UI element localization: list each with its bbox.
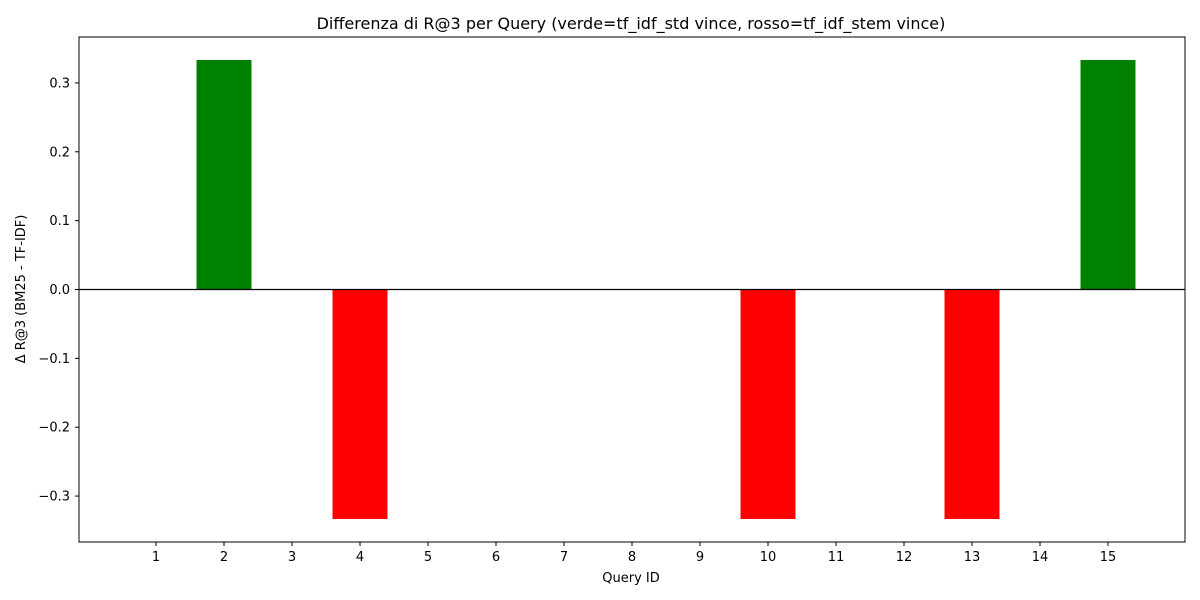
y-axis-title: Δ R@3 (BM25 - TF-IDF) <box>14 215 29 364</box>
y-tick-label: 0.3 <box>49 76 70 91</box>
y-tick-label: 0.2 <box>49 145 70 160</box>
bar-query-13 <box>944 289 1000 520</box>
y-tick-label: −0.1 <box>38 352 70 367</box>
x-tick-label: 2 <box>220 550 228 565</box>
bar-query-10 <box>740 289 796 520</box>
chart-title: Differenza di R@3 per Query (verde=tf_id… <box>317 14 946 34</box>
x-axis-title: Query ID <box>602 571 659 586</box>
x-tick-label: 12 <box>896 550 913 565</box>
x-tick-label: 1 <box>152 550 160 565</box>
x-tick-label: 3 <box>288 550 296 565</box>
x-tick-label: 9 <box>696 550 704 565</box>
x-tick-label: 11 <box>828 550 845 565</box>
x-axis: 1 2 3 4 5 6 7 8 9 10 11 12 13 14 15 <box>152 542 1116 565</box>
x-tick-label: 13 <box>964 550 981 565</box>
x-tick-label: 7 <box>560 550 568 565</box>
x-tick-label: 8 <box>628 550 636 565</box>
bar-query-2 <box>196 59 252 290</box>
bars-layer <box>196 59 1136 520</box>
y-tick-label: 0.1 <box>49 214 70 229</box>
x-tick-label: 10 <box>760 550 777 565</box>
bar-query-15 <box>1080 59 1136 290</box>
x-tick-label: 4 <box>356 550 364 565</box>
x-tick-label: 6 <box>492 550 500 565</box>
y-tick-label: −0.2 <box>38 421 70 436</box>
x-tick-label: 5 <box>424 550 432 565</box>
y-axis: −0.3 −0.2 −0.1 0.0 0.1 0.2 0.3 <box>38 76 79 505</box>
bar-query-4 <box>332 289 388 520</box>
x-tick-label: 15 <box>1100 550 1117 565</box>
x-tick-label: 14 <box>1032 550 1049 565</box>
y-tick-label: 0.0 <box>49 283 70 298</box>
y-tick-label: −0.3 <box>38 490 70 505</box>
